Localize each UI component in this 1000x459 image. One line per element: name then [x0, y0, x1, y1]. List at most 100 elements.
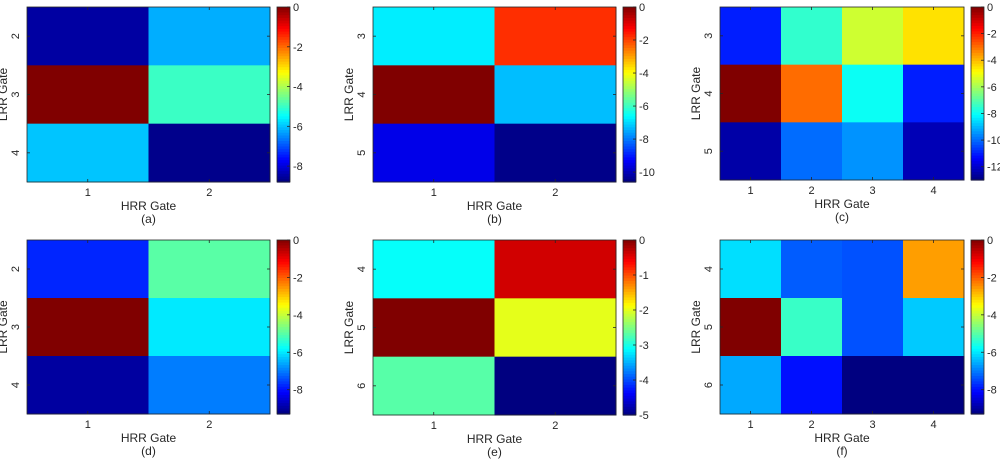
colorbar-tick-label: 0 [987, 235, 993, 247]
x-tick-label: 2 [552, 187, 558, 199]
y-tick-label: 6 [356, 383, 368, 389]
colorbar-tick-label: -2 [293, 272, 303, 284]
colorbar-swatch [971, 394, 984, 399]
colorbar-swatch [277, 31, 290, 35]
heatmap-cell [903, 7, 965, 66]
colorbar-swatch [623, 245, 636, 249]
heatmap-cell [720, 122, 782, 181]
colorbar-swatch [623, 94, 636, 98]
colorbar-swatch [971, 264, 984, 268]
colorbar-swatch [277, 26, 290, 30]
colorbar-swatch [277, 316, 290, 320]
colorbar-swatch [277, 20, 290, 25]
colorbar-tick-label: -4 [987, 55, 997, 67]
colorbar-swatch [277, 305, 290, 309]
colorbar-frame [970, 6, 985, 181]
colorbar-swatch [623, 357, 636, 361]
colorbar-swatch [971, 134, 984, 138]
colorbar-swatch [277, 400, 290, 404]
colorbar-swatch [623, 346, 636, 350]
colorbar-swatch [971, 31, 984, 35]
colorbar-swatch [971, 335, 984, 339]
colorbar-swatch [971, 250, 984, 255]
colorbar-swatch [971, 107, 984, 111]
colorbar-swatch [277, 346, 290, 350]
x-tick-label: 2 [206, 419, 212, 431]
heatmap-cell [494, 356, 617, 416]
heatmap-cell [720, 240, 782, 299]
colorbar-swatch [971, 77, 984, 81]
colorbar-swatch [277, 332, 290, 336]
colorbar-swatch [623, 86, 636, 90]
colorbar-tick-label: 0 [293, 2, 299, 14]
colorbar-swatch [971, 269, 984, 274]
colorbar-swatch [971, 50, 984, 54]
colorbar-tick-label: 0 [293, 235, 299, 247]
colorbar-swatch [971, 337, 984, 342]
colorbar-swatch [623, 143, 636, 148]
colorbar-swatch [623, 270, 636, 274]
colorbar-swatch [623, 349, 636, 353]
colorbar-swatch [971, 125, 984, 130]
colorbar-swatch [277, 324, 290, 328]
colorbar-tick-label: -6 [293, 121, 303, 133]
colorbar-swatch [277, 397, 290, 402]
colorbar-swatch [623, 168, 636, 172]
y-tick-label: 5 [703, 148, 715, 154]
colorbar-swatch [971, 123, 984, 127]
heatmap-cell [148, 7, 271, 66]
colorbar-swatch [971, 403, 984, 407]
colorbar-swatch [623, 376, 636, 381]
colorbar-swatch [623, 39, 636, 44]
colorbar-swatch [277, 245, 290, 249]
heatmap-cell [903, 240, 965, 299]
heatmap-cell [494, 65, 617, 125]
colorbar-swatch [623, 53, 636, 57]
colorbar-swatch [971, 291, 984, 295]
colorbar-swatch [623, 97, 636, 101]
colorbar-swatch [277, 335, 290, 339]
colorbar-frame [970, 239, 985, 415]
colorbar-swatch [277, 294, 290, 298]
colorbar-swatch [623, 83, 636, 87]
heatmap-cell [842, 298, 904, 357]
x-tick-label: 4 [930, 185, 936, 197]
colorbar-tick-label: -6 [987, 82, 997, 94]
y-axis-label: LRR Gate [689, 300, 703, 354]
colorbar-swatch [971, 98, 984, 103]
colorbar-swatch [277, 151, 290, 156]
colorbar-swatch [277, 375, 290, 380]
y-tick-label: 4 [703, 90, 715, 96]
colorbar-swatch [277, 58, 290, 63]
colorbar-tick-label: -2 [293, 42, 303, 54]
colorbar-swatch [623, 80, 636, 85]
panel-caption: (f) [836, 444, 847, 458]
colorbar-swatch [623, 127, 636, 131]
colorbar-swatch [623, 37, 636, 41]
colorbar-swatch [971, 101, 984, 105]
colorbar-swatch [277, 135, 290, 139]
x-tick-label: 1 [747, 419, 753, 431]
colorbar-swatch [971, 104, 984, 108]
colorbar-swatch [971, 58, 984, 62]
x-axis-label: HRR Gate [467, 432, 523, 446]
heatmap-cell [27, 356, 149, 415]
colorbar-swatch [623, 75, 636, 79]
colorbar-swatch [623, 278, 636, 282]
colorbar-swatch [971, 288, 984, 293]
colorbar-swatch [971, 343, 984, 347]
colorbar-swatch [971, 7, 984, 11]
colorbar-swatch [277, 127, 290, 131]
heatmap-cell [720, 356, 782, 415]
colorbar-swatch [623, 28, 636, 33]
colorbar-swatch [971, 283, 984, 287]
colorbar-swatch [277, 80, 290, 85]
colorbar-swatch [277, 34, 290, 38]
colorbar-swatch [623, 116, 636, 120]
colorbar-swatch [971, 74, 984, 78]
colorbar-swatch [623, 264, 636, 268]
y-axis-label: LRR Gate [0, 67, 10, 121]
colorbar-swatch [971, 88, 984, 92]
colorbar-swatch [623, 363, 636, 367]
x-tick-label: 2 [206, 187, 212, 199]
